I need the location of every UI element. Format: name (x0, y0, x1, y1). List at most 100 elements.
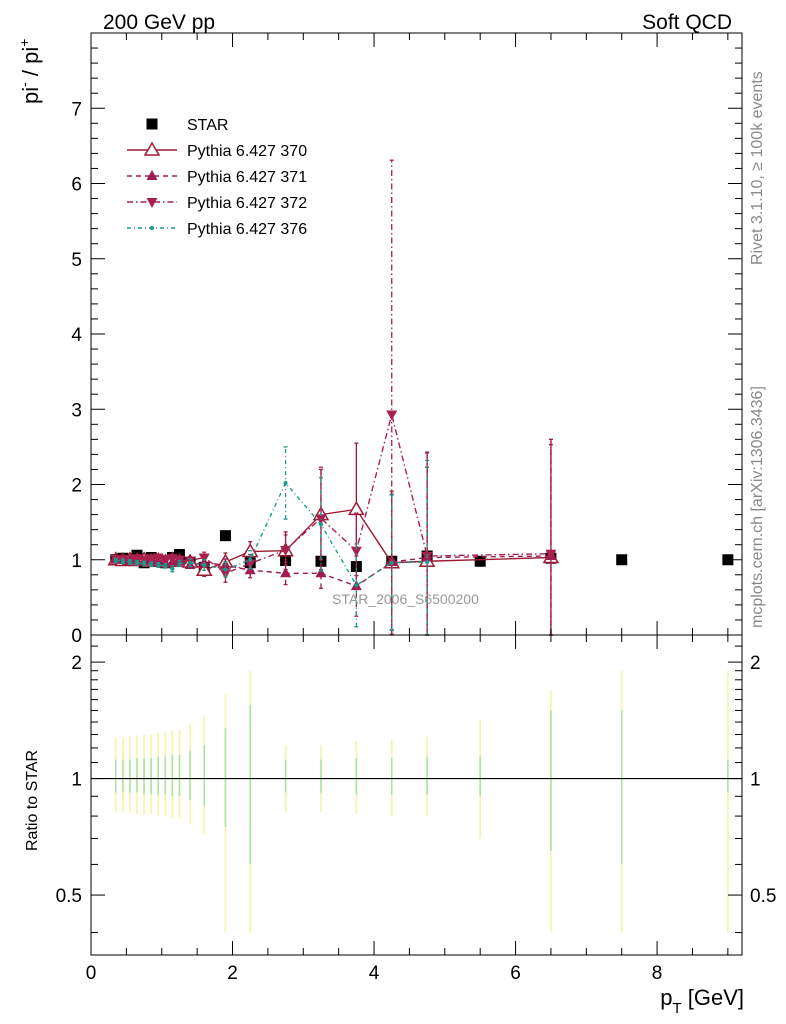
data-point (163, 563, 168, 568)
data-point (120, 559, 125, 564)
data-point (145, 554, 157, 565)
legend-entry: Pythia 6.427 372 (127, 195, 307, 212)
main-y-tick-label: 1 (71, 551, 82, 572)
stat-band (390, 758, 393, 795)
main-y-tick-label: 4 (71, 325, 82, 346)
ratio-y-tick-label: 2 (71, 653, 82, 674)
stat-band (224, 728, 227, 827)
legend-marker (150, 226, 154, 230)
main-y-tick-label: 0 (71, 626, 82, 647)
stat-band (426, 756, 428, 795)
x-tick-label: 4 (369, 963, 380, 984)
data-point (159, 554, 171, 565)
legend-label: Pythia 6.427 376 (187, 221, 307, 238)
mcplots-label: mcplots.cern.ch [arXiv:1306.3436] (749, 386, 766, 628)
ratio-y-tick-label-right: 2 (750, 653, 761, 674)
x-tick-label: 8 (652, 963, 663, 984)
ratio-y-tick-label: 1 (71, 770, 82, 791)
ratio-y-label: Ratio to STAR (24, 750, 41, 851)
data-point (616, 554, 628, 566)
series-4 (113, 446, 430, 636)
data-point (318, 522, 323, 527)
data-point (386, 410, 398, 421)
stat-band (171, 755, 174, 797)
data-point (248, 557, 253, 562)
stat-band (114, 759, 117, 793)
stat-band (143, 758, 145, 795)
legend-marker (146, 118, 158, 130)
stat-band (122, 759, 124, 793)
header-right: Soft QCD (642, 11, 732, 34)
syst-band (727, 670, 729, 933)
legend-entry: Pythia 6.427 370 (127, 141, 307, 160)
legend-label: Pythia 6.427 372 (187, 195, 307, 212)
main-y-tick-label: 3 (71, 400, 82, 421)
data-point (350, 546, 362, 557)
ratio-y-tick-label: 0.5 (56, 886, 82, 907)
stat-band (129, 759, 131, 793)
stat-band (249, 704, 252, 865)
stat-band (479, 756, 481, 797)
data-point (474, 555, 486, 567)
data-point (134, 560, 139, 565)
data-point (389, 560, 394, 565)
ratio-panel: 0.5 0.5 1 1 2 2 0 2 4 6 8 Ratio to STAR pT [GeV] (24, 634, 776, 1017)
data-point (170, 566, 175, 571)
data-point (283, 480, 288, 485)
stat-band (284, 759, 287, 793)
stat-band (150, 758, 152, 795)
legend-marker (143, 141, 161, 156)
legend-label: Pythia 6.427 370 (187, 143, 307, 160)
legend: STAR Pythia 6.427 370 Pythia 6.427 371 Pyth… (127, 117, 307, 238)
legend-label: STAR (187, 117, 228, 134)
series-line (115, 481, 428, 587)
stat-band (550, 710, 552, 851)
header-left: 200 GeV pp (103, 11, 215, 34)
legend-marker (146, 198, 158, 208)
data-point (177, 561, 182, 566)
data-point (722, 554, 734, 566)
watermark: STAR_2006_S6500200 (332, 591, 479, 607)
main-y-tick-label: 7 (71, 99, 82, 120)
data-point (127, 560, 132, 565)
data-point (244, 559, 256, 570)
stat-band (320, 759, 322, 793)
ratio-frame (90, 634, 743, 956)
stat-band (178, 755, 181, 797)
data-point (156, 563, 161, 568)
data-point (219, 530, 231, 542)
x-axis-label: pT [GeV] (660, 985, 744, 1017)
main-y-label: pi- / pi+ (16, 39, 43, 104)
data-point (223, 567, 228, 572)
x-tick-label: 2 (227, 963, 238, 984)
data-point (202, 563, 207, 568)
main-panel: STAR_2006_S6500200 0 1 2 3 4 5 6 7 pi- / pi+ ST… (16, 32, 743, 647)
data-point (280, 545, 292, 556)
legend-label: Pythia 6.427 371 (187, 169, 307, 186)
stat-band (727, 759, 729, 793)
main-y-tick-label: 5 (71, 250, 82, 271)
data-point (149, 562, 154, 567)
ratio-y-tick-label-right: 0.5 (750, 886, 776, 907)
data-point (315, 567, 327, 578)
data-point (113, 558, 118, 563)
legend-entry: STAR (146, 117, 228, 134)
data-point (425, 560, 430, 565)
stat-band (620, 710, 623, 865)
main-y-tick-label: 6 (71, 175, 82, 196)
data-point (545, 549, 557, 560)
legend-entry: Pythia 6.427 376 (127, 221, 307, 238)
stat-band (164, 756, 167, 795)
stat-band (189, 750, 191, 801)
data-point (188, 560, 193, 565)
data-point (348, 500, 365, 516)
ratio-y-tick-label-right: 1 (750, 770, 761, 791)
x-tick-label: 6 (510, 963, 521, 984)
legend-entry: Pythia 6.427 371 (127, 169, 307, 186)
legend-marker (146, 170, 158, 180)
stat-band (136, 758, 138, 793)
rivet-label: Rivet 3.1.10, ≥ 100k events (749, 71, 766, 265)
main-y-tick-label: 2 (71, 476, 82, 497)
stat-band (355, 758, 358, 795)
